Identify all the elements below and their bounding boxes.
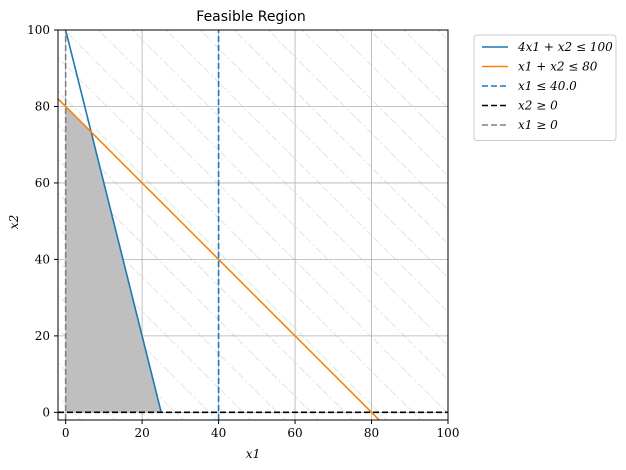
plot-area bbox=[57, 29, 449, 421]
x-tick-label: 80 bbox=[364, 426, 379, 440]
feasible-region bbox=[65, 106, 162, 413]
constraint-lines bbox=[58, 30, 448, 420]
x-tick-label: 0 bbox=[62, 426, 70, 440]
y-tick-label: 40 bbox=[35, 252, 50, 266]
series-line-2 bbox=[58, 98, 380, 420]
x-axis-label: x1 bbox=[246, 447, 260, 461]
y-tick-label: 60 bbox=[35, 176, 50, 190]
legend-label: x1 + x2 ≤ 80 bbox=[518, 60, 598, 74]
plot-frame bbox=[57, 29, 449, 421]
chart-title: Feasible Region bbox=[196, 9, 305, 25]
legend-label: 4x1 + x2 ≤ 100 bbox=[517, 40, 613, 54]
x-tick-label: 20 bbox=[134, 426, 149, 440]
legend: 4x1 + x2 ≤ 100 x1 + x2 ≤ 80 x1 ≤ 40.0 x2 ≥ … bbox=[473, 34, 617, 141]
legend-label: x2 ≥ 0 bbox=[518, 99, 558, 113]
y-tick-label: 100 bbox=[27, 23, 50, 37]
y-tick-label: 0 bbox=[42, 405, 50, 419]
y-tick-label: 20 bbox=[35, 329, 50, 343]
x-tick-label: 60 bbox=[287, 426, 302, 440]
legend-box bbox=[473, 34, 617, 141]
x-tick-label: 100 bbox=[437, 426, 460, 440]
legend-label: x1 ≤ 40.0 bbox=[518, 79, 577, 93]
y-tick-label: 80 bbox=[35, 99, 50, 113]
legend-label: x1 ≥ 0 bbox=[518, 118, 558, 132]
y-axis-label: x2 bbox=[7, 215, 21, 229]
x-tick-label: 40 bbox=[211, 426, 226, 440]
series-line-1 bbox=[64, 30, 163, 413]
axis-ticks: 0 20 40 60 80 100 0 20 40 60 80 100 bbox=[27, 23, 459, 440]
